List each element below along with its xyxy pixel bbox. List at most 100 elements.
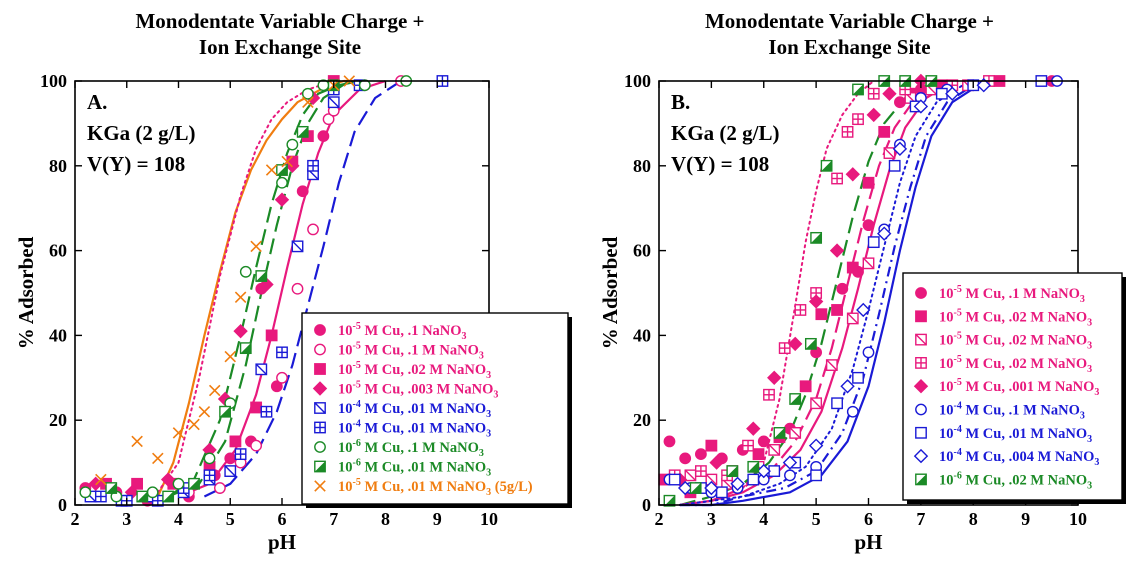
model-curve-3: [679, 84, 938, 507]
data-point: [307, 159, 319, 172]
data-point: [291, 282, 304, 295]
data-point: [219, 405, 231, 418]
legend-label: 10-6 M Cu, .1 M NaNO3: [338, 438, 484, 459]
data-point: [846, 261, 859, 274]
annotation-3: V(Y) = 108: [671, 152, 769, 176]
y-tick-label: 80: [633, 156, 651, 176]
legend-marker: [915, 403, 927, 416]
legend-marker: [915, 310, 927, 323]
chart-title-line-2: Ion Exchange Site: [768, 35, 931, 59]
data-point: [767, 370, 782, 385]
data-point: [296, 185, 309, 198]
model-curve-2: [679, 84, 927, 507]
x-tick-label: 3: [122, 509, 131, 529]
x-tick-label: 2: [655, 509, 664, 529]
data-point: [705, 439, 718, 452]
data-point: [808, 294, 824, 309]
data-point: [281, 155, 293, 168]
data-point: [794, 304, 807, 316]
data-point: [831, 172, 843, 185]
legend-label: 10-4 M Cu, .01 M NaNO3: [939, 424, 1092, 445]
data-point: [307, 223, 319, 236]
y-axis-label: % Adsorbed: [598, 236, 622, 349]
x-tick-label: 4: [174, 509, 183, 529]
model-curve-5: [678, 84, 964, 506]
x-tick-label: 6: [278, 509, 287, 529]
data-point: [322, 113, 335, 126]
y-tick-label: 0: [58, 495, 67, 515]
data-point: [862, 176, 875, 189]
data-point: [804, 337, 817, 350]
legend-item: 10-4 M Cu, .004 M NaNO3: [913, 447, 1099, 468]
x-tick-label: 7: [329, 509, 338, 529]
data-point: [763, 388, 775, 401]
data-point: [234, 291, 247, 304]
data-point: [704, 480, 719, 496]
data-point: [162, 490, 175, 503]
legend-marker: [312, 381, 328, 396]
legend-marker: [915, 357, 927, 369]
legend-marker: [314, 324, 326, 336]
x-tick-label: 5: [226, 509, 235, 529]
legend-item: 10-5 M Cu, .1 M NaNO3: [915, 284, 1085, 305]
x-axis-label: pH: [854, 530, 882, 554]
data-point: [730, 476, 745, 491]
data-point: [787, 336, 803, 352]
y-tick-label: 40: [633, 325, 651, 345]
data-point: [224, 465, 237, 477]
chart-title: Monodentate Variable Charge + Ion Exchan…: [0, 8, 560, 60]
legend-label: 10-5 M Cu, .02 M NaNO3: [939, 354, 1092, 375]
data-point: [831, 304, 843, 316]
data-point: [274, 192, 290, 207]
legend-item: 10-5 M Cu, .02 M NaNO3: [314, 360, 491, 381]
legend-marker: [314, 343, 326, 356]
data-point: [131, 435, 143, 448]
data-point: [846, 312, 859, 325]
data-point: [689, 482, 702, 494]
x-axis-label: pH: [268, 530, 296, 554]
data-point: [845, 167, 860, 182]
data-point: [945, 86, 960, 101]
data-point: [276, 164, 288, 176]
panel-b: Monodentate Variable Charge + Ion Exchan…: [566, 0, 1133, 563]
annotation-1: A.: [87, 90, 107, 114]
legend-marker: [915, 333, 927, 346]
data-point: [829, 243, 845, 258]
data-point: [852, 113, 864, 126]
data-point: [250, 401, 263, 414]
legend-item: 10-4 M Cu, .01 M NaNO3: [314, 419, 491, 440]
chart-title-line-2: Ion Exchange Site: [198, 35, 362, 59]
data-point: [358, 79, 371, 92]
legend-label: 10-6 M Cu, .02 M NaNO3: [939, 470, 1092, 491]
legend-marker: [314, 421, 326, 434]
data-point: [778, 342, 791, 355]
data-point: [260, 405, 273, 418]
data-point: [250, 240, 262, 253]
data-point: [79, 486, 92, 499]
y-tick-label: 60: [633, 241, 651, 261]
data-point: [203, 469, 216, 482]
data-point: [852, 83, 864, 96]
data-point: [768, 443, 781, 456]
data-point: [160, 472, 176, 487]
legend-item: 10-4 M Cu, .01 M NaNO3: [915, 424, 1092, 445]
legend-marker: [314, 402, 326, 414]
data-point: [773, 427, 786, 439]
data-point: [883, 147, 896, 159]
data-point: [136, 490, 149, 503]
legend-item: 10-5 M Cu, .001 M NaNO3: [913, 377, 1099, 398]
data-point: [131, 477, 143, 490]
data-point: [296, 125, 309, 138]
legend-item: 10-5 M Cu, .1 NaNO3: [314, 321, 467, 342]
legend-label: 10-5 M Cu, .02 M NaNO3: [338, 360, 491, 381]
data-point: [172, 477, 185, 490]
data-point: [327, 96, 340, 109]
data-series-8: [677, 78, 991, 496]
legend-label: 10-5 M Cu, .01 M NaNO3 (5g/L): [338, 477, 533, 498]
legend-item: 10-4 M Cu, .01 M NaNO3: [314, 399, 491, 420]
data-point: [224, 350, 237, 363]
x-tick-label: 4: [759, 509, 768, 529]
y-tick-label: 0: [642, 495, 651, 515]
x-tick-label: 10: [1069, 509, 1087, 529]
